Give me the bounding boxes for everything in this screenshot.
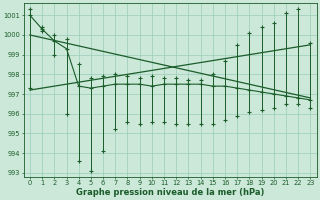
X-axis label: Graphe pression niveau de la mer (hPa): Graphe pression niveau de la mer (hPa) [76,188,264,197]
